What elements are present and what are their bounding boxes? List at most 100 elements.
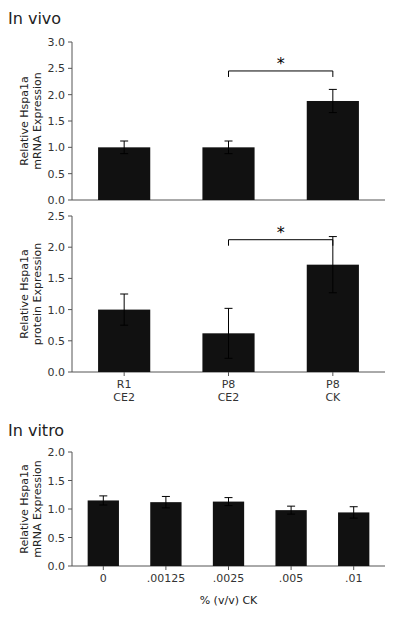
- bar: [307, 101, 359, 200]
- error-stem: [165, 496, 166, 507]
- error-bar: [329, 89, 337, 112]
- x-tick-label: 0: [100, 572, 107, 585]
- x-tick: [332, 372, 333, 376]
- y-tick: [68, 278, 72, 279]
- error-cap: [329, 236, 337, 237]
- error-cap: [120, 141, 128, 142]
- y-tick: [68, 309, 72, 310]
- y-tick: [68, 566, 72, 567]
- y-tick-label: 0.5: [48, 168, 66, 181]
- error-cap: [120, 325, 128, 326]
- error-bar: [350, 507, 358, 518]
- error-cap: [225, 358, 233, 359]
- y-tick-label: 2.0: [48, 241, 66, 254]
- error-stem: [332, 89, 333, 112]
- bar: [98, 147, 150, 200]
- text-line: .005: [279, 572, 304, 585]
- error-cap: [287, 514, 295, 515]
- y-tick-label: 2.5: [48, 210, 66, 223]
- text-line: R1: [117, 378, 132, 391]
- text-line: 0: [100, 572, 107, 585]
- y-tick: [68, 68, 72, 69]
- x-tick-label: .01: [345, 572, 363, 585]
- y-tick: [68, 216, 72, 217]
- bar: [275, 510, 306, 566]
- error-bar: [120, 141, 128, 154]
- error-bar: [162, 496, 170, 507]
- x-tick: [228, 566, 229, 570]
- x-tick: [291, 566, 292, 570]
- error-cap: [329, 112, 337, 113]
- text-line: Relative Hspa1a: [18, 76, 31, 165]
- y-tick-label: 1.0: [48, 141, 66, 154]
- bar: [202, 147, 254, 200]
- y-tick: [68, 42, 72, 43]
- y-tick: [68, 147, 72, 148]
- x-tick: [124, 372, 125, 376]
- error-cap: [329, 292, 337, 293]
- y-tick: [68, 480, 72, 481]
- error-cap: [120, 153, 128, 154]
- text-line: .01: [345, 572, 363, 585]
- y-axis-label: Relative Hspa1amRNA Expression: [18, 72, 44, 169]
- error-cap: [350, 518, 358, 519]
- error-cap: [225, 153, 233, 154]
- y-tick-label: 0.0: [48, 366, 66, 379]
- y-tick: [68, 121, 72, 122]
- y-axis: [72, 42, 73, 200]
- annotation: *: [277, 223, 285, 242]
- text-line: CE2: [218, 391, 240, 404]
- y-tick: [68, 200, 72, 201]
- y-tick: [68, 94, 72, 95]
- panel: In vitro0.00.51.01.52.0Relative Hspa1amR…: [8, 421, 385, 607]
- text-line: CE2: [113, 391, 135, 404]
- text-line: Relative Hspa1a: [18, 464, 31, 553]
- bar: [150, 502, 181, 566]
- y-tick: [68, 509, 72, 510]
- error-cap: [329, 89, 337, 90]
- text-line: .00125: [147, 572, 186, 585]
- error-cap: [225, 505, 233, 506]
- y-tick-label: 3.0: [48, 36, 66, 49]
- error-stem: [291, 506, 292, 514]
- y-tick: [68, 247, 72, 248]
- x-tick: [228, 372, 229, 376]
- error-cap: [287, 506, 295, 507]
- y-tick-label: 1.5: [48, 272, 66, 285]
- error-cap: [99, 505, 107, 506]
- chart-canvas: In vivo0.00.51.01.52.02.53.0Relative Hsp…: [0, 0, 399, 627]
- error-bar: [225, 308, 233, 358]
- x-tick: [165, 566, 166, 570]
- y-tick-label: 0.5: [48, 532, 66, 545]
- error-stem: [228, 498, 229, 506]
- bar: [88, 500, 119, 566]
- text-line: CK: [325, 391, 341, 404]
- error-stem: [353, 507, 354, 518]
- error-cap: [225, 308, 233, 309]
- text-line: .0025: [213, 572, 245, 585]
- error-cap: [225, 141, 233, 142]
- marks: [88, 496, 370, 566]
- marks: [98, 237, 359, 372]
- panel: In vivo0.00.51.01.52.02.53.0Relative Hsp…: [8, 9, 385, 207]
- y-tick: [68, 173, 72, 174]
- y-tick-label: 2.0: [48, 446, 66, 459]
- text-line: Relative Hspa1a: [18, 249, 31, 338]
- bar: [213, 502, 244, 566]
- y-axis-label: Relative Hspa1aprotein Expression: [18, 243, 44, 345]
- error-stem: [124, 294, 125, 325]
- error-cap: [162, 496, 170, 497]
- x-tick-label: .005: [279, 572, 304, 585]
- error-stem: [103, 496, 104, 505]
- x-tick-label: .00125: [147, 572, 186, 585]
- text-line: P8: [326, 378, 340, 391]
- y-tick-label: 1.0: [48, 304, 66, 317]
- x-tick: [353, 566, 354, 570]
- error-cap: [120, 294, 128, 295]
- error-bar: [120, 294, 128, 325]
- y-tick: [68, 537, 72, 538]
- text-line: P8: [222, 378, 236, 391]
- y-tick-label: 1.5: [48, 475, 66, 488]
- y-axis-label: Relative Hspa1amRNA Expression: [18, 460, 44, 557]
- error-stem: [228, 141, 229, 154]
